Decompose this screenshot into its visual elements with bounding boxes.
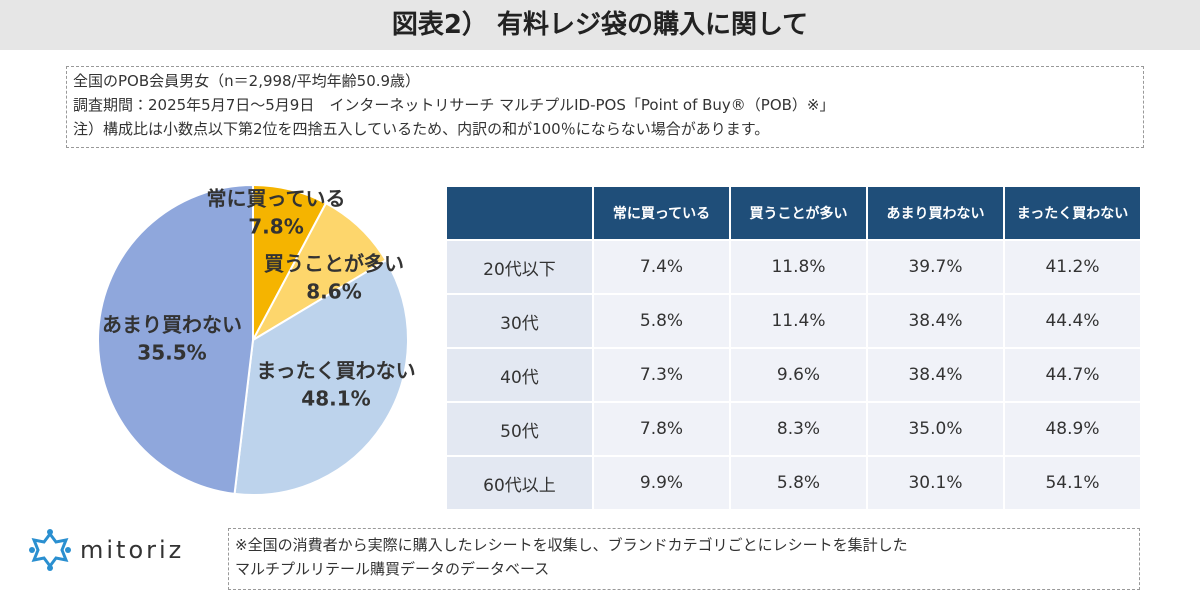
- row-label: 50代: [445, 401, 594, 457]
- cell: 48.9%: [1003, 401, 1142, 457]
- slice-value: 35.5%: [137, 341, 206, 365]
- slice-label: まったく買わない: [256, 359, 415, 383]
- note-line: 全国のPOB会員男女（n＝2,998/平均年齢50.9歳）: [73, 72, 421, 90]
- slice-label: 買うことが多い: [264, 252, 404, 276]
- table-row: 50代 7.8% 8.3% 35.0% 48.9%: [445, 401, 1142, 457]
- cell: 7.3%: [592, 347, 731, 403]
- cell: 8.3%: [729, 401, 868, 457]
- pie-slice: [233, 258, 409, 496]
- column-header: 買うことが多い: [729, 185, 868, 241]
- title: 図表2） 有料レジ袋の購入に関して: [0, 0, 1200, 50]
- cell: 30.1%: [866, 455, 1005, 511]
- cell: 44.4%: [1003, 293, 1142, 349]
- footer-line: マルチプルリテール購買データのデータベース: [235, 560, 550, 578]
- row-label: 60代以上: [445, 455, 594, 511]
- column-header: まったく買わない: [1003, 185, 1142, 241]
- logo-text: mitoriz: [80, 536, 185, 564]
- header-row: 常に買っている 買うことが多い あまり買わない まったく買わない: [445, 185, 1142, 241]
- cell: 44.7%: [1003, 347, 1142, 403]
- cell: 38.4%: [866, 347, 1005, 403]
- cell: 7.8%: [592, 401, 731, 457]
- table-row: 40代 7.3% 9.6% 38.4% 44.7%: [445, 347, 1142, 403]
- table-row: 30代 5.8% 11.4% 38.4% 44.4%: [445, 293, 1142, 349]
- column-header: あまり買わない: [866, 185, 1005, 241]
- row-label: 20代以下: [445, 239, 594, 295]
- pie-slice: [250, 201, 388, 343]
- cell: 9.6%: [729, 347, 868, 403]
- cell: 54.1%: [1003, 455, 1142, 511]
- cell: 41.2%: [1003, 239, 1142, 295]
- row-label: 40代: [445, 347, 594, 403]
- slice-label: あまり買わない: [102, 313, 242, 337]
- footer-note: ※全国の消費者から実際に購入したレシートを収集し、ブランドカテゴリごとにレシート…: [228, 528, 1140, 590]
- cell: 38.4%: [866, 293, 1005, 349]
- cell: 5.8%: [592, 293, 731, 349]
- cell: 7.4%: [592, 239, 731, 295]
- slice-value: 8.6%: [306, 280, 361, 304]
- table-row: 20代以下 7.4% 11.8% 39.7% 41.2%: [445, 239, 1142, 295]
- cell: 35.0%: [866, 401, 1005, 457]
- pie-chart: 常に買っている 7.8% 買うことが多い 8.6% あまり買わない 35.5% まったく買わ…: [97, 183, 416, 496]
- slice-value: 48.1%: [301, 387, 370, 411]
- cell: 9.9%: [592, 455, 731, 511]
- cell: 39.7%: [866, 239, 1005, 295]
- logo-icon: [29, 529, 71, 571]
- logo: mitoriz: [28, 528, 184, 572]
- corner-cell: [445, 185, 594, 241]
- row-label: 30代: [445, 293, 594, 349]
- slice-label: 常に買っている: [207, 187, 346, 211]
- notes: 全国のPOB会員男女（n＝2,998/平均年齢50.9歳） 調査期間：2025年…: [66, 66, 1144, 148]
- cell: 5.8%: [729, 455, 868, 511]
- column-header: 常に買っている: [592, 185, 731, 241]
- cell: 11.4%: [729, 293, 868, 349]
- footer-line: ※全国の消費者から実際に購入したレシートを収集し、ブランドカテゴリごとにレシート…: [235, 536, 908, 554]
- cell: 11.8%: [729, 239, 868, 295]
- pie-slice: [97, 183, 254, 496]
- note-line: 注）構成比は小数点以下第2位を四捨五入しているため、内訳の和が100％にならない…: [73, 120, 770, 138]
- data-table: 常に買っている 買うことが多い あまり買わない まったく買わない 20代以下 7.4% 11…: [445, 185, 1142, 511]
- slice-value: 7.8%: [248, 215, 303, 239]
- note-line: 調査期間：2025年5月7日～5月9日 インターネットリサーチ マルチプルID-…: [73, 96, 835, 114]
- table-row: 60代以上 9.9% 5.8% 30.1% 54.1%: [445, 455, 1142, 511]
